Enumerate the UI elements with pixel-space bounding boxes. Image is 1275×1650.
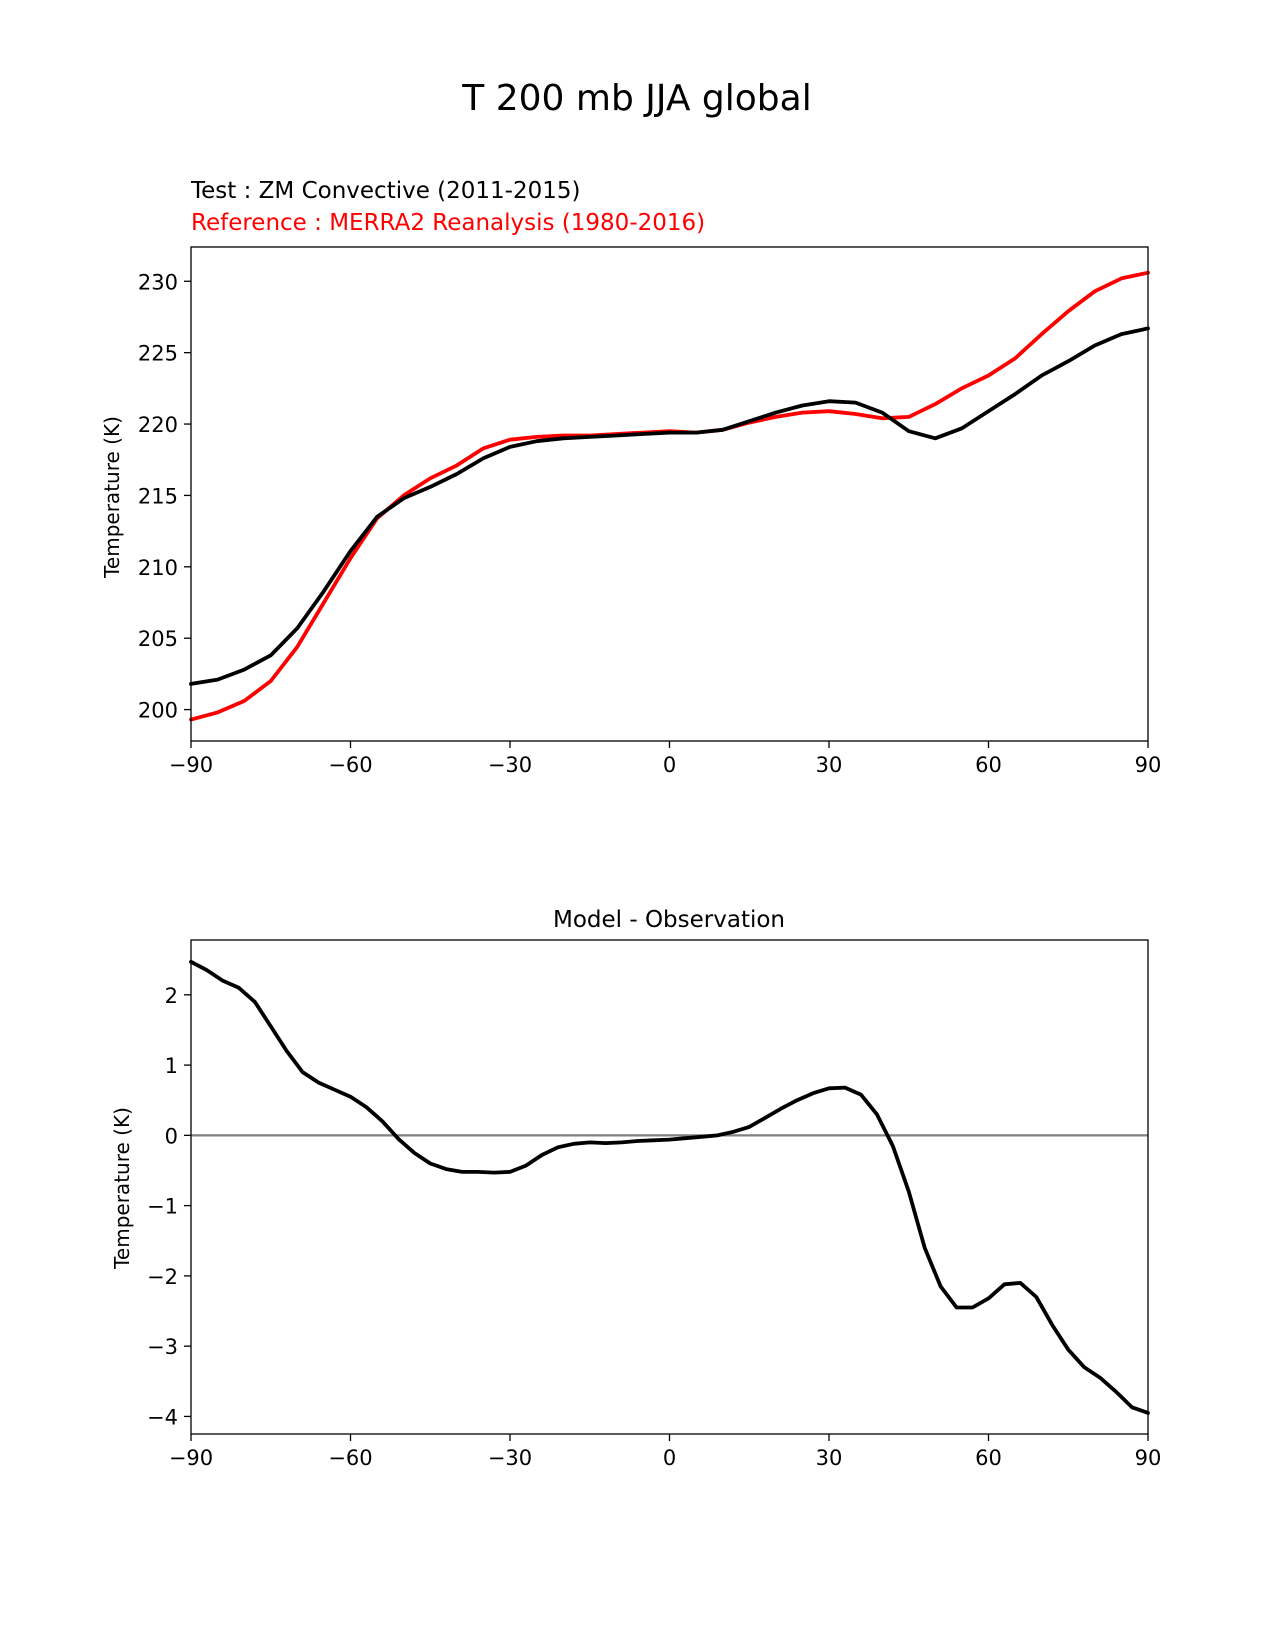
top-x-tick-label: 90 (1135, 753, 1162, 777)
figure-title: T 200 mb JJA global (461, 78, 811, 119)
bottom-y-tick-label: −4 (147, 1405, 178, 1429)
top-ticks: −90 −60 −30 0 30 60 90 200 205 210 215 220 225 230 (138, 270, 1161, 777)
bottom-y-tick-label: −2 (147, 1265, 178, 1289)
bottom-x-tick-label: 90 (1135, 1446, 1162, 1470)
top-y-tick-label: 220 (138, 413, 178, 437)
bottom-y-tick-label: 2 (165, 984, 178, 1008)
bottom-x-tick-label: 30 (816, 1446, 843, 1470)
top-y-axis-label: Temperature (K) (100, 416, 124, 579)
bottom-y-tick-label: 1 (165, 1054, 178, 1078)
bottom-y-tick-label: 0 (165, 1124, 178, 1148)
top-x-tick-label: 60 (975, 753, 1002, 777)
reference-label: Reference : MERRA2 Reanalysis (1980-2016… (191, 210, 705, 236)
top-series (189, 270, 1150, 722)
test-label: Test : ZM Convective (2011-2015) (190, 178, 580, 204)
bottom-series (189, 959, 1150, 1415)
top-x-tick-label: −90 (169, 753, 213, 777)
top-chart: Test : ZM Convective (2011-2015) Referen… (100, 178, 1161, 777)
top-x-tick-label: 0 (663, 753, 676, 777)
bottom-axes-frame (190, 939, 1149, 1435)
bottom-y-tick-label: −3 (147, 1335, 178, 1359)
top-x-tick-label: −30 (488, 753, 532, 777)
bottom-series-model-observation (189, 959, 1150, 1415)
bottom-x-tick-label: −60 (328, 1446, 372, 1470)
top-y-tick-label: 205 (138, 627, 178, 651)
top-y-tick-label: 210 (138, 556, 178, 580)
bottom-y-axis-label: Temperature (K) (110, 1107, 134, 1270)
top-series-test (189, 326, 1150, 686)
bottom-chart: Model - Observation Temperature (K) −90−… (110, 907, 1161, 1470)
bottom-x-tick-label: 0 (663, 1446, 676, 1470)
top-y-tick-label: 225 (138, 342, 178, 366)
top-x-tick-label: 30 (816, 753, 843, 777)
bottom-x-tick-label: −30 (488, 1446, 532, 1470)
top-y-tick-label: 200 (138, 699, 178, 723)
top-x-tick-label: −60 (328, 753, 372, 777)
bottom-x-tick-label: −90 (169, 1446, 213, 1470)
top-axes-frame (190, 246, 1149, 742)
bottom-x-tick-label: 60 (975, 1446, 1002, 1470)
bottom-y-tick-label: −1 (147, 1195, 178, 1219)
top-series-reference (189, 270, 1150, 722)
bottom-ticks: −90 −60 −30 0 30 60 90 −4 −3 −2 −1 0 1 2 (147, 984, 1161, 1470)
top-y-tick-label: 215 (138, 484, 178, 508)
difference-title: Model - Observation (553, 907, 785, 933)
top-y-tick-label: 230 (138, 270, 178, 294)
